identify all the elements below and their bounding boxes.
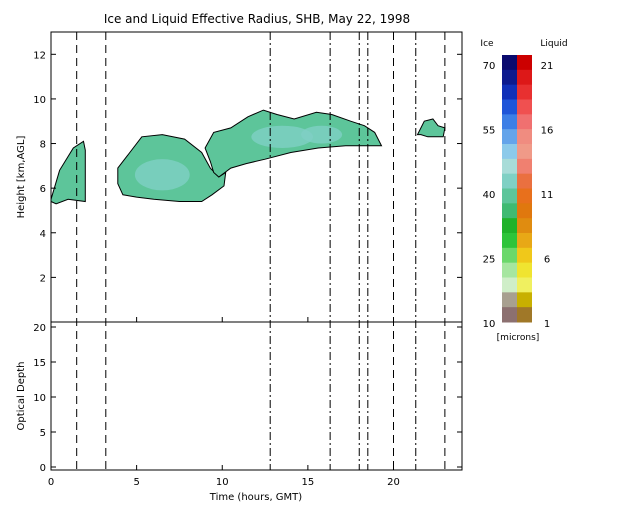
ice-colorbar-swatch (502, 84, 517, 100)
ice-colorbar-swatch (502, 307, 517, 323)
bottom-y-axis-label: Optical Depth (16, 362, 27, 431)
liquid-colorbar-swatch (517, 262, 532, 278)
cloud-core-2 (251, 125, 314, 148)
ice-colorbar-tick-label: 70 (483, 61, 496, 72)
top-y-tick-label: 12 (33, 50, 46, 61)
x-tick-label: 0 (48, 477, 54, 488)
liquid-colorbar-swatch (517, 129, 532, 145)
ice-colorbar-tick-label: 10 (483, 319, 496, 330)
top-y-tick-label: 2 (40, 273, 46, 284)
liquid-colorbar-swatch (517, 247, 532, 264)
liquid-colorbar-tick-label: 21 (541, 61, 554, 72)
liquid-colorbar-swatch (517, 218, 532, 234)
x-axis: 0 5 10 15 20 (48, 317, 400, 488)
cloud-core-1 (134, 159, 190, 191)
cloud-early (50, 140, 86, 205)
liquid-colorbar-swatch (517, 55, 532, 71)
time-markers (76, 32, 446, 470)
top-y-axis: 2 4 6 8 10 12 (33, 50, 462, 323)
liquid-colorbar-swatch (517, 158, 532, 175)
cloud-late (416, 118, 446, 138)
bottom-panel: 0 5 10 15 20 Optical Depth 0 5 10 15 20 Time (ho… (16, 317, 463, 503)
liquid-colorbar-swatch (517, 292, 532, 308)
ice-colorbar-swatch (502, 247, 517, 264)
ice-colorbar-swatch (502, 173, 517, 189)
liquid-colorbar-swatch (517, 144, 532, 160)
top-panel: 2 4 6 8 10 12 Height [km,AGL] (16, 31, 463, 323)
ice-colorbar-tick-label: 25 (483, 255, 496, 266)
ice-colorbar-tick-label: 55 (483, 126, 496, 137)
top-y-tick-label: 8 (40, 140, 46, 151)
bottom-y-tick-label: 10 (33, 393, 46, 404)
top-y-tick-label: 4 (40, 229, 46, 240)
ice-colorbar-tick-label: 40 (483, 190, 496, 201)
top-y-tick-label: 10 (33, 95, 46, 106)
bottom-y-tick-label: 0 (40, 463, 46, 474)
liquid-colorbar-swatch (517, 84, 532, 100)
liquid-colorbar-swatch (517, 188, 532, 204)
bottom-y-tick-label: 15 (33, 358, 46, 369)
ice-colorbar-swatch (502, 188, 517, 204)
top-panel-frame (50, 31, 463, 323)
x-tick-label: 5 (133, 477, 139, 488)
bottom-y-tick-label: 20 (33, 323, 46, 334)
ice-colorbar-swatch (502, 218, 517, 234)
liquid-colorbar-tick-label: 1 (544, 319, 550, 330)
ice-colorbar-label: Ice (480, 39, 494, 49)
liquid-colorbar-swatch (517, 307, 532, 323)
liquid-colorbar-swatch (517, 203, 532, 219)
bottom-panel-frame (50, 321, 463, 471)
colorbar-ticks: 70 55 40 25 10 21 16 11 6 1 (483, 61, 554, 330)
liquid-colorbar-swatch (517, 69, 532, 86)
liquid-colorbar-swatch (517, 233, 532, 249)
ice-colorbar-swatch (502, 233, 517, 249)
liquid-colorbar (517, 55, 532, 323)
ice-colorbar (502, 55, 517, 323)
cloud-field (50, 109, 446, 205)
x-tick-label: 15 (302, 477, 315, 488)
bottom-y-tick-label: 5 (40, 428, 46, 439)
liquid-colorbar-swatch (517, 99, 532, 115)
liquid-colorbar-tick-label: 11 (541, 190, 554, 201)
liquid-colorbar-tick-label: 16 (541, 126, 554, 137)
bottom-y-axis: 0 5 10 15 20 (33, 323, 462, 474)
colorbar: Ice Liquid 70 55 40 25 10 21 16 11 6 1 [microns] (480, 39, 567, 343)
ice-colorbar-swatch (502, 144, 517, 160)
ice-colorbar-swatch (502, 114, 517, 130)
ice-colorbar-swatch (502, 262, 517, 278)
ice-colorbar-swatch (502, 99, 517, 115)
ice-colorbar-swatch (502, 277, 517, 293)
x-axis-label: Time (hours, GMT) (209, 492, 303, 503)
liquid-colorbar-label: Liquid (540, 39, 567, 49)
ice-colorbar-swatch (502, 69, 517, 86)
ice-colorbar-swatch (502, 203, 517, 219)
liquid-colorbar-swatch (517, 114, 532, 130)
liquid-colorbar-tick-label: 6 (544, 255, 550, 266)
ice-colorbar-swatch (502, 158, 517, 175)
ice-colorbar-swatch (502, 55, 517, 71)
liquid-colorbar-swatch (517, 277, 532, 293)
top-y-tick-label: 6 (40, 184, 46, 195)
x-tick-label: 20 (387, 477, 400, 488)
ice-colorbar-swatch (502, 292, 517, 308)
cloud-core-3 (301, 125, 343, 144)
top-y-axis-label: Height [km,AGL] (16, 136, 27, 219)
colorbar-units-label: [microns] (497, 333, 540, 343)
x-tick-label: 10 (216, 477, 229, 488)
chart-title: Ice and Liquid Effective Radius, SHB, Ma… (104, 12, 410, 26)
ice-colorbar-swatch (502, 129, 517, 145)
liquid-colorbar-swatch (517, 173, 532, 189)
